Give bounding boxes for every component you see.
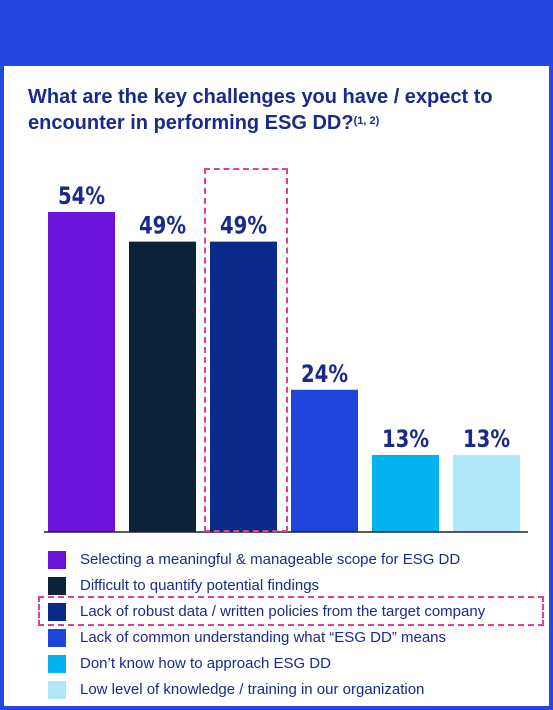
legend-item: Low level of knowledge / training in our… — [48, 678, 548, 704]
legend-swatch — [48, 577, 66, 595]
bar-3 — [210, 241, 277, 532]
bar-4 — [291, 389, 358, 532]
legend-swatch — [48, 655, 66, 673]
highlight-box-legend — [38, 596, 544, 626]
data-label-5: 13% — [382, 426, 429, 453]
data-label-4: 24% — [301, 361, 348, 388]
legend-item: Don’t know how to approach ESG DD — [48, 652, 548, 678]
legend-label: Lack of robust data / written policies f… — [80, 603, 486, 620]
chart-title: What are the key challenges you have / e… — [28, 86, 493, 134]
legend-label: Low level of knowledge / training in our… — [80, 681, 425, 698]
bar-6 — [453, 454, 520, 532]
highlight-box-bar — [204, 168, 288, 532]
data-label-6: 13% — [463, 426, 510, 453]
legend-item: Selecting a meaningful & manageable scop… — [48, 548, 548, 574]
data-label-2: 49% — [139, 213, 186, 240]
bar-2 — [129, 241, 196, 532]
bar-1 — [48, 212, 115, 532]
legend-label: Don’t know how to approach ESG DD — [80, 655, 331, 672]
legend-label: Lack of common understanding what “ESG D… — [80, 629, 446, 646]
legend-swatch — [48, 551, 66, 569]
legend-swatch — [48, 629, 66, 647]
legend-swatch — [48, 603, 66, 621]
legend-item: Lack of robust data / written policies f… — [48, 600, 548, 626]
legend-label: Difficult to quantify potential findings — [80, 577, 320, 594]
title-superscript: (1, 2) — [353, 115, 380, 127]
data-label-1: 54% — [58, 183, 105, 210]
data-label-3: 49% — [220, 213, 267, 240]
bar-5 — [372, 454, 439, 532]
chart-card: What are the key challenges you have / e… — [4, 66, 549, 706]
bar-chart: 54% 49% 49% 24% 13% 13% — [44, 183, 528, 533]
legend-label: Selecting a meaningful & manageable scop… — [80, 551, 461, 568]
legend-item: Difficult to quantify potential findings — [48, 574, 548, 600]
legend-swatch — [48, 681, 66, 699]
legend-item: Lack of common understanding what “ESG D… — [48, 626, 548, 652]
chart-legend: Selecting a meaningful & manageable scop… — [48, 548, 548, 704]
